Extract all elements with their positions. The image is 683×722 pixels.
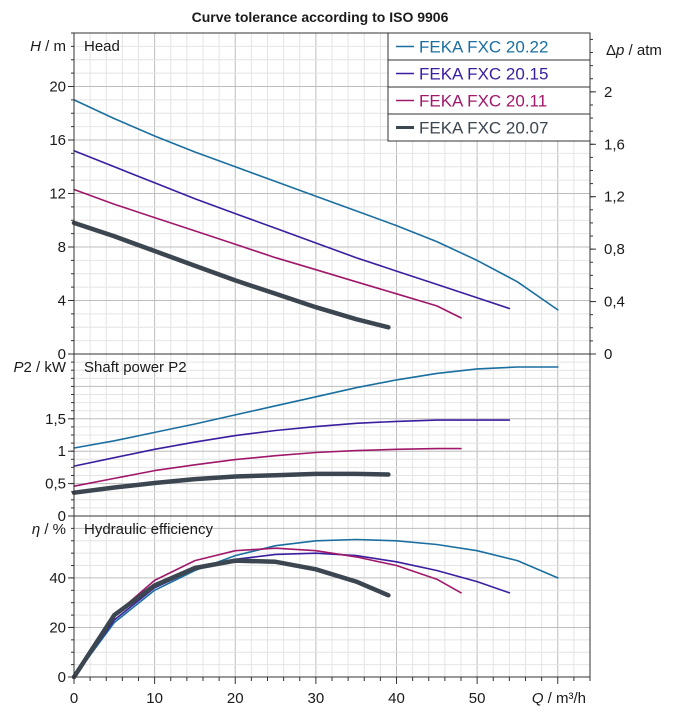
x-tick-label: 30 — [308, 690, 325, 707]
y-tick-label: 20 — [49, 79, 66, 96]
right-tick-label: 0 — [604, 346, 612, 363]
legend: FEKA FXC 20.22 FEKA FXC 20.15 FEKA FXC 20.… — [387, 32, 591, 142]
x-tick-label: 20 — [227, 690, 244, 707]
legend-item-box — [387, 113, 591, 142]
panel-title: Head — [84, 38, 120, 55]
panel-title: Hydraulic efficiency — [84, 521, 213, 538]
legend-item-box — [387, 32, 591, 61]
y-axis-label: P2 / kW — [13, 359, 66, 376]
right-tick-label: 1,2 — [604, 189, 625, 206]
y-tick-label: 16 — [49, 132, 66, 149]
x-axis-label: Q / m³/h — [532, 690, 586, 707]
y-tick-label: 0 — [58, 669, 66, 686]
y-tick-label: 0 — [58, 508, 66, 525]
curves-layer — [71, 99, 559, 680]
right-tick-label: 0,4 — [604, 294, 625, 311]
chart-title: Curve tolerance according to ISO 9906 — [192, 9, 449, 25]
y-tick-label: 1 — [58, 443, 66, 460]
legend-label: FEKA FXC 20.11 — [419, 92, 547, 111]
y-tick-label: 20 — [49, 619, 66, 636]
legend-label: FEKA FXC 20.07 — [419, 119, 548, 138]
curve-feka-fxc-2022-panel-1 — [73, 99, 559, 311]
x-tick-label: 50 — [469, 690, 486, 707]
x-tick-label: 0 — [70, 690, 78, 707]
curve-feka-fxc-2007-panel-2 — [71, 471, 391, 495]
y-axis-label: η / % — [32, 521, 66, 538]
curve-feka-fxc-2022-panel-3 — [73, 538, 559, 678]
x-tick-label: 40 — [388, 690, 405, 707]
curve-feka-fxc-2011-panel-1 — [73, 188, 462, 319]
frames-layer — [68, 32, 596, 684]
curve-feka-fxc-2015-panel-2 — [73, 419, 511, 467]
curve-feka-fxc-2007-panel-1 — [71, 220, 391, 330]
curve-feka-fxc-2022-panel-2 — [73, 366, 559, 449]
curve-feka-fxc-2011-panel-2 — [73, 447, 462, 487]
legend-label: FEKA FXC 20.15 — [419, 65, 548, 84]
legend-label: FEKA FXC 20.22 — [419, 38, 548, 57]
labels-layer: 0 4 8 12 16 20 H / m Head 0 0,4 0,8 1,2 1,6 2 Δp / atm… — [13, 38, 661, 707]
y-tick-label: 8 — [58, 239, 66, 256]
right-tick-label: 2 — [604, 84, 612, 101]
y-tick-label: 0,5 — [45, 476, 66, 493]
right-axis-label: Δp / atm — [606, 42, 662, 59]
y-axis-label: H / m — [30, 38, 66, 55]
x-tick-label: 10 — [146, 690, 163, 707]
y-tick-label: 12 — [49, 186, 66, 203]
y-tick-label: 4 — [58, 293, 66, 310]
panel-title: Shaft power P2 — [84, 359, 187, 376]
right-tick-label: 0,8 — [604, 241, 625, 258]
curve-feka-fxc-2015-panel-1 — [73, 149, 511, 310]
grid-layer — [73, 32, 591, 678]
curve-feka-fxc-2007-panel-3 — [71, 558, 391, 680]
right-tick-label: 1,6 — [604, 136, 625, 153]
curve-feka-fxc-2015-panel-3 — [73, 552, 511, 678]
curve-feka-fxc-2011-panel-3 — [73, 547, 462, 678]
y-tick-label: 0 — [58, 346, 66, 363]
y-tick-label: 40 — [49, 570, 66, 587]
y-tick-label: 1,5 — [45, 411, 66, 428]
